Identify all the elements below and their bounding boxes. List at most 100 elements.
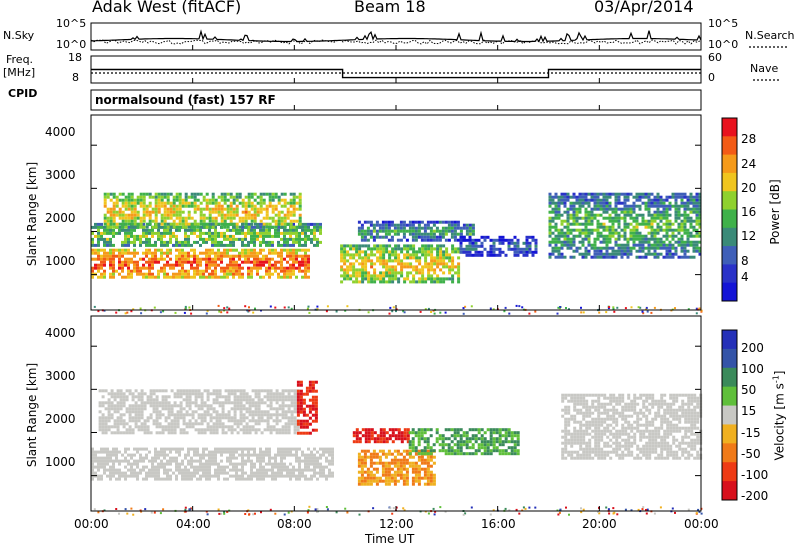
power-echo-cell xyxy=(280,275,283,279)
power-echo-cell xyxy=(599,207,603,211)
power-echo-cell xyxy=(205,312,208,315)
velocity-echo-cell xyxy=(91,456,94,460)
velocity-echo-cell xyxy=(414,446,418,450)
power-echo-cell xyxy=(196,192,200,196)
power-echo-cell xyxy=(199,231,202,235)
power-echo-cell xyxy=(106,254,109,258)
velocity-echo-cell xyxy=(244,477,247,481)
velocity-echo-cell xyxy=(232,462,235,466)
power-echo-cell xyxy=(602,225,606,229)
power-echo-cell xyxy=(103,237,106,241)
power-echo-cell xyxy=(175,195,179,199)
power-echo-cell xyxy=(623,213,627,217)
velocity-echo-cell xyxy=(220,453,223,457)
power-echo-cell xyxy=(399,238,403,242)
velocity-echo-cell xyxy=(366,455,370,459)
power-echo-cell xyxy=(692,255,696,259)
power-echo-cell xyxy=(397,253,401,257)
power-echo-cell xyxy=(569,213,573,217)
velocity-echo-cell xyxy=(269,389,273,393)
power-echo-cell xyxy=(115,198,119,202)
power-echo-cell xyxy=(238,219,242,223)
power-echo-cell xyxy=(433,268,437,272)
power-echo-cell xyxy=(453,235,457,239)
velocity-echo-cell xyxy=(402,458,406,462)
velocity-echo-cell xyxy=(241,465,244,469)
power-echo-cell xyxy=(100,272,103,276)
power-echo-cell xyxy=(439,268,443,272)
power-echo-cell xyxy=(457,256,461,260)
power-echo-cell xyxy=(133,237,136,241)
power-echo-cell xyxy=(292,222,295,226)
power-echo-cell xyxy=(127,234,130,238)
velocity-echo-cell xyxy=(429,434,433,438)
velocity-echo-cell xyxy=(385,437,389,441)
power-echo-cell xyxy=(283,269,286,273)
power-echo-cell xyxy=(456,226,460,230)
velocity-echo-cell xyxy=(402,479,406,483)
power-echo-cell xyxy=(498,235,502,239)
power-echo-cell xyxy=(578,231,582,235)
power-echo-cell xyxy=(295,248,298,252)
power-echo-cell xyxy=(414,220,418,224)
velocity-echo-cell xyxy=(205,474,208,478)
power-echo-cell xyxy=(352,274,356,278)
power-echo-cell xyxy=(259,231,262,235)
power-echo-cell xyxy=(393,226,397,230)
power-echo-cell xyxy=(587,198,591,202)
power-echo-cell xyxy=(97,251,100,255)
velocity-echo-cell xyxy=(394,437,398,441)
velocity-echo-cell xyxy=(184,456,187,460)
power-echo-cell xyxy=(590,207,594,211)
power-echo-cell xyxy=(154,216,158,220)
power-echo-cell xyxy=(310,222,313,226)
power-echo-cell xyxy=(390,238,394,242)
power-echo-cell xyxy=(650,216,654,220)
power-echo-cell xyxy=(674,228,678,232)
velocity-echo-cell xyxy=(366,473,370,477)
power-echo-cell xyxy=(427,253,431,257)
velocity-echo-cell xyxy=(287,404,291,408)
power-echo-cell xyxy=(626,252,630,256)
velocity-echo-cell xyxy=(197,422,201,426)
power-echo-cell xyxy=(190,275,193,279)
power-echo-cell xyxy=(623,237,627,241)
velocity-echo-cell xyxy=(232,468,235,472)
velocity-echo-cell xyxy=(393,449,397,453)
velocity-echo-cell xyxy=(209,413,213,417)
power-echo-cell xyxy=(205,269,208,273)
power-echo-cell xyxy=(418,256,422,260)
power-echo-cell xyxy=(313,237,316,241)
velocity-echo-cell xyxy=(295,447,298,451)
power-echo-cell xyxy=(433,256,437,260)
power-echo-cell xyxy=(599,213,603,217)
power-echo-cell xyxy=(280,237,283,241)
power-echo-cell xyxy=(358,274,362,278)
velocity-echo-cell xyxy=(194,389,198,393)
power-echo-cell xyxy=(277,210,281,214)
power-echo-cell xyxy=(608,237,612,241)
velocity-echo-cell xyxy=(194,395,198,399)
power-echo-cell xyxy=(217,213,221,217)
power-echo-cell xyxy=(316,243,319,247)
velocity-echo-cell xyxy=(238,468,241,472)
power-echo-cell xyxy=(127,243,130,247)
velocity-echo-cell xyxy=(233,407,237,411)
velocity-echo-cell xyxy=(284,395,288,399)
velocity-echo-cell xyxy=(384,467,388,471)
power-echo-cell xyxy=(680,246,684,250)
power-echo-cell xyxy=(118,210,122,214)
velocity-echo-cell xyxy=(298,456,301,460)
velocity-echo-cell xyxy=(253,447,256,451)
velocity-echo-cell xyxy=(148,459,151,463)
power-echo-cell xyxy=(448,265,452,269)
power-echo-cell xyxy=(235,222,239,226)
power-echo-cell xyxy=(232,266,235,270)
power-echo-cell xyxy=(656,216,660,220)
power-echo-cell xyxy=(133,198,137,202)
velocity-echo-cell xyxy=(149,413,153,417)
power-echo-cell xyxy=(445,265,449,269)
power-echo-cell xyxy=(199,269,202,273)
power-echo-cell xyxy=(462,223,466,227)
power-echo-cell xyxy=(283,192,287,196)
